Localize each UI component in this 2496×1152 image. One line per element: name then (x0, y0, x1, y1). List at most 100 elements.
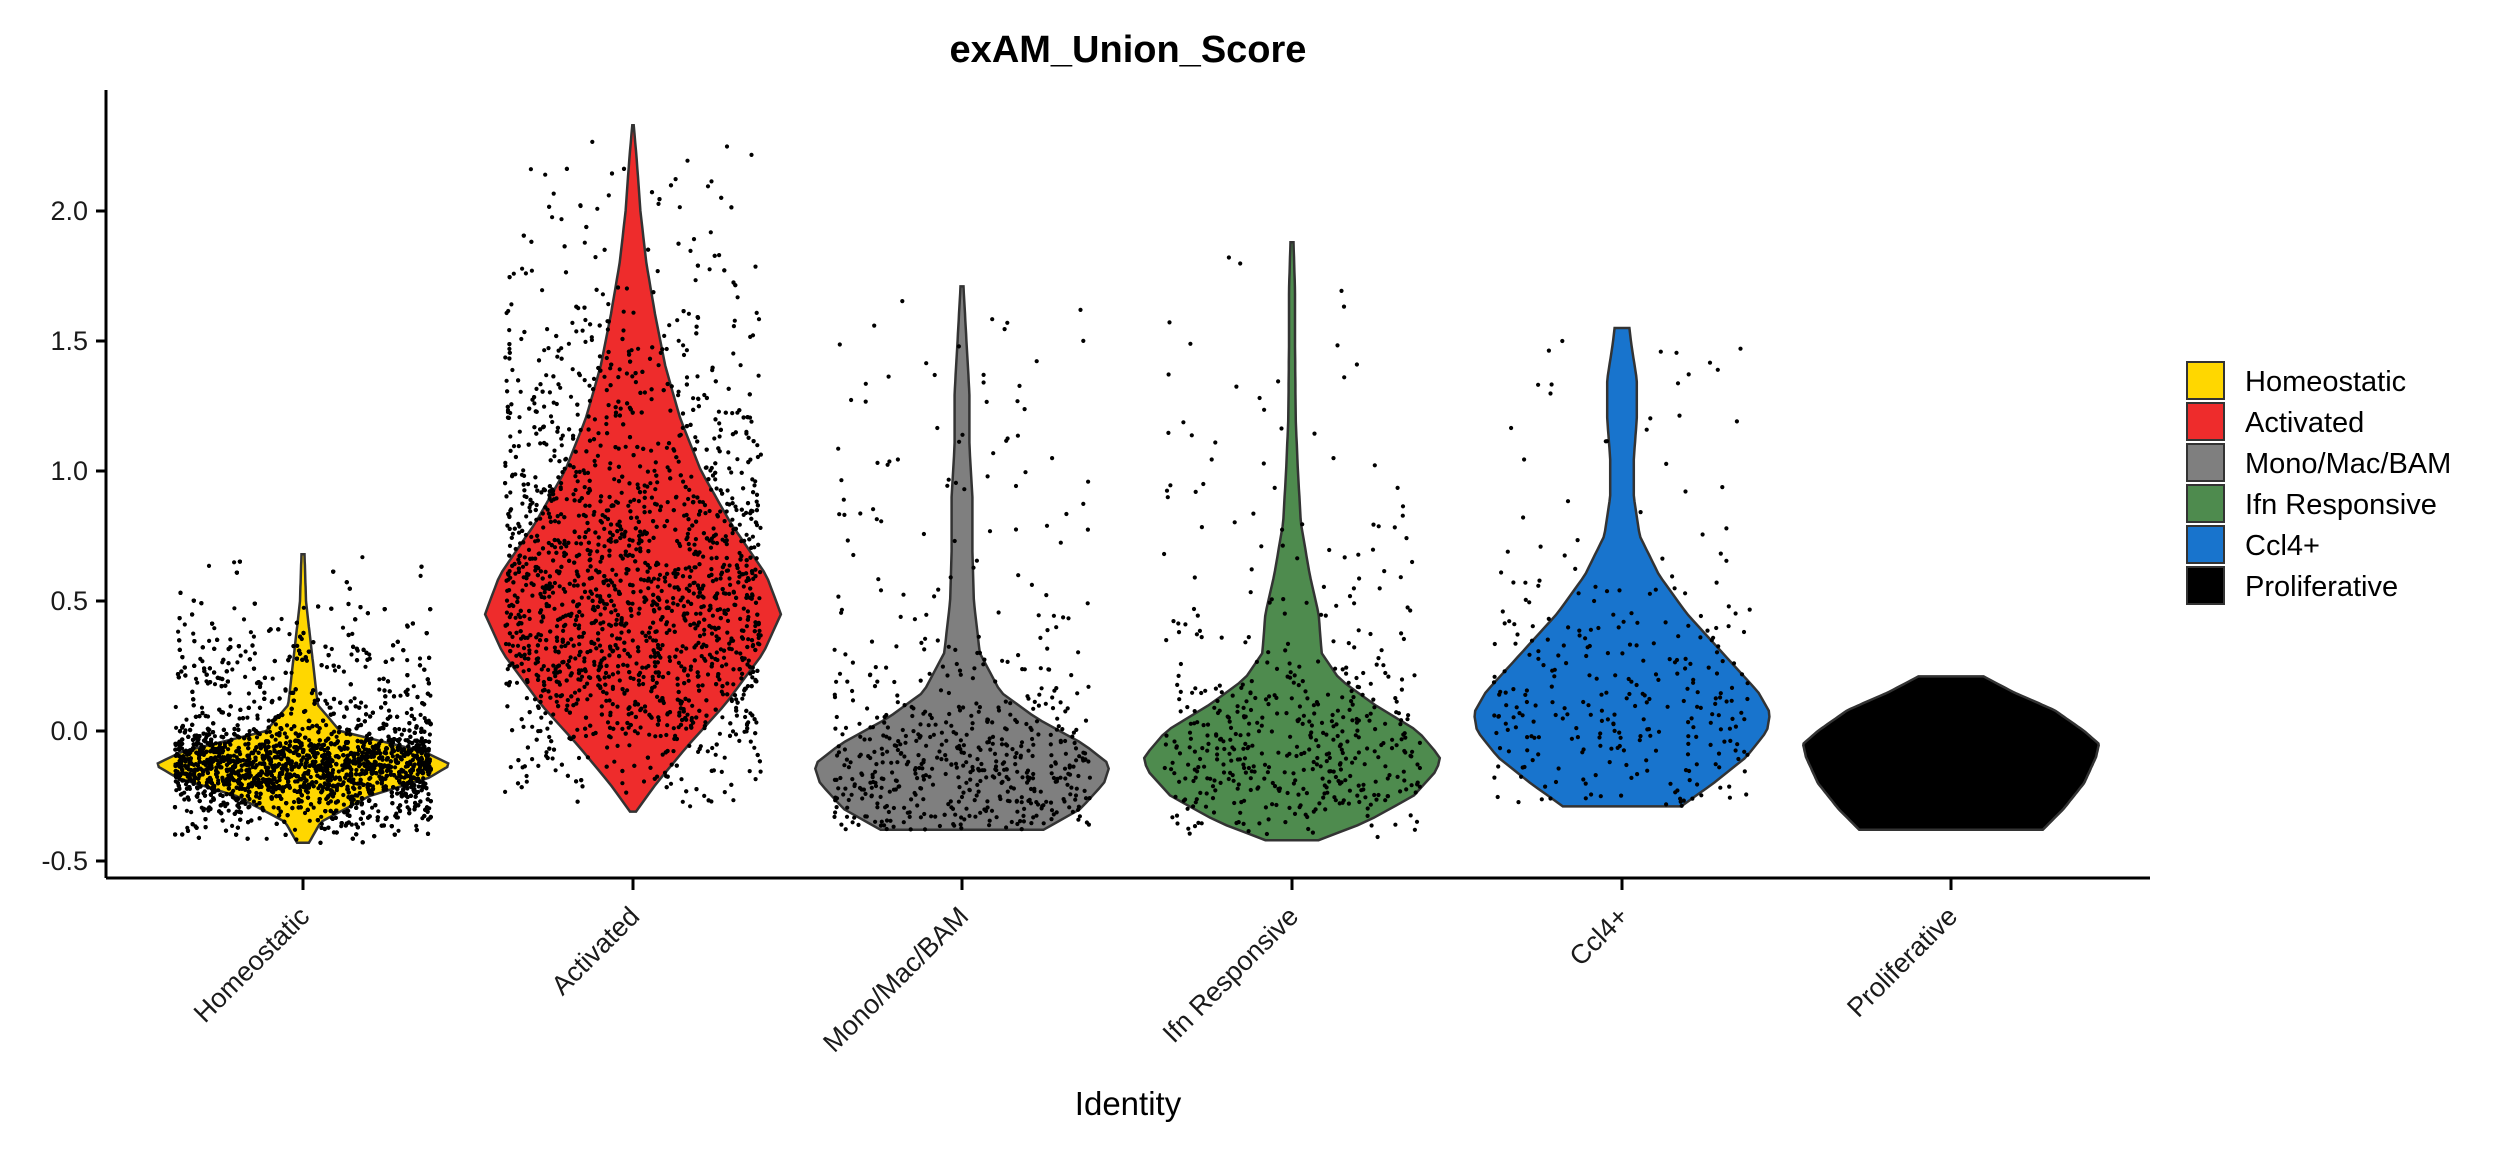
data-point (296, 805, 301, 810)
data-point (196, 781, 201, 786)
data-point (303, 764, 308, 769)
data-point (374, 771, 379, 776)
data-point (335, 799, 340, 804)
data-point (195, 740, 200, 745)
data-point (395, 753, 400, 758)
data-point (216, 762, 221, 767)
data-point (399, 732, 404, 737)
data-point (199, 744, 204, 750)
data-point (394, 811, 399, 816)
data-point (398, 693, 403, 698)
data-point (258, 791, 263, 797)
data-point (366, 766, 371, 771)
data-point (214, 768, 219, 773)
data-point (287, 772, 293, 777)
data-point (354, 772, 359, 777)
data-point (287, 785, 292, 790)
data-point (210, 730, 216, 735)
data-point (247, 729, 252, 734)
data-point (252, 777, 257, 782)
data-point (236, 745, 241, 751)
data-point (280, 712, 285, 718)
data-point (425, 691, 430, 696)
data-point (203, 739, 208, 744)
data-point (344, 731, 349, 737)
data-point (418, 712, 423, 718)
data-point (395, 786, 400, 792)
data-point (276, 806, 281, 811)
data-point (427, 655, 432, 661)
data-point (427, 732, 432, 737)
data-point (308, 748, 313, 753)
data-point (251, 727, 256, 732)
data-point (292, 724, 297, 729)
data-point (412, 789, 417, 794)
data-point (264, 836, 269, 841)
data-point (177, 747, 182, 752)
data-point (262, 675, 267, 681)
data-point (390, 754, 395, 759)
data-point (303, 735, 308, 740)
data-point (293, 731, 298, 736)
data-point (331, 783, 336, 788)
data-point (411, 684, 416, 689)
data-point (278, 726, 283, 731)
data-point (355, 738, 360, 744)
data-point (254, 745, 259, 750)
data-point (182, 622, 187, 627)
data-point (251, 634, 256, 639)
data-point (405, 624, 410, 629)
data-point (291, 690, 296, 696)
data-point (247, 796, 252, 802)
data-point (408, 793, 413, 799)
data-point (354, 832, 359, 837)
data-point (240, 716, 246, 721)
data-point (346, 601, 351, 607)
data-point (398, 803, 403, 808)
data-point (404, 799, 409, 804)
data-point (235, 759, 240, 764)
data-point (405, 658, 410, 663)
data-point (177, 616, 182, 621)
data-point (210, 789, 216, 795)
data-point (385, 679, 391, 684)
data-point (190, 822, 195, 827)
data-point (384, 773, 389, 779)
data-point (329, 741, 334, 746)
data-point (287, 654, 292, 660)
data-point (354, 805, 359, 811)
data-point (267, 729, 272, 734)
data-point (250, 643, 255, 648)
data-point (301, 605, 306, 610)
data-point (426, 792, 431, 797)
violin-0 (156, 552, 450, 845)
data-point (221, 727, 226, 733)
data-point (407, 728, 412, 733)
data-point (203, 750, 209, 755)
data-point (388, 759, 393, 764)
data-point (180, 832, 185, 837)
data-point (210, 621, 215, 626)
data-point (391, 643, 396, 648)
data-point (201, 808, 206, 813)
data-point (222, 744, 227, 749)
data-point (247, 804, 252, 809)
data-point (182, 665, 187, 670)
data-point (299, 793, 304, 798)
data-point (297, 732, 302, 737)
data-point (242, 736, 247, 741)
data-point (412, 783, 417, 788)
data-point (383, 701, 388, 706)
data-point (203, 713, 208, 719)
data-point (415, 772, 420, 777)
data-point (366, 798, 372, 804)
data-point (269, 734, 274, 739)
data-point (319, 821, 324, 827)
data-point (278, 809, 283, 814)
data-point (303, 771, 308, 776)
data-point (365, 611, 370, 616)
data-point (394, 815, 399, 820)
data-point (202, 760, 207, 765)
data-point (381, 721, 386, 726)
data-point (243, 742, 248, 747)
